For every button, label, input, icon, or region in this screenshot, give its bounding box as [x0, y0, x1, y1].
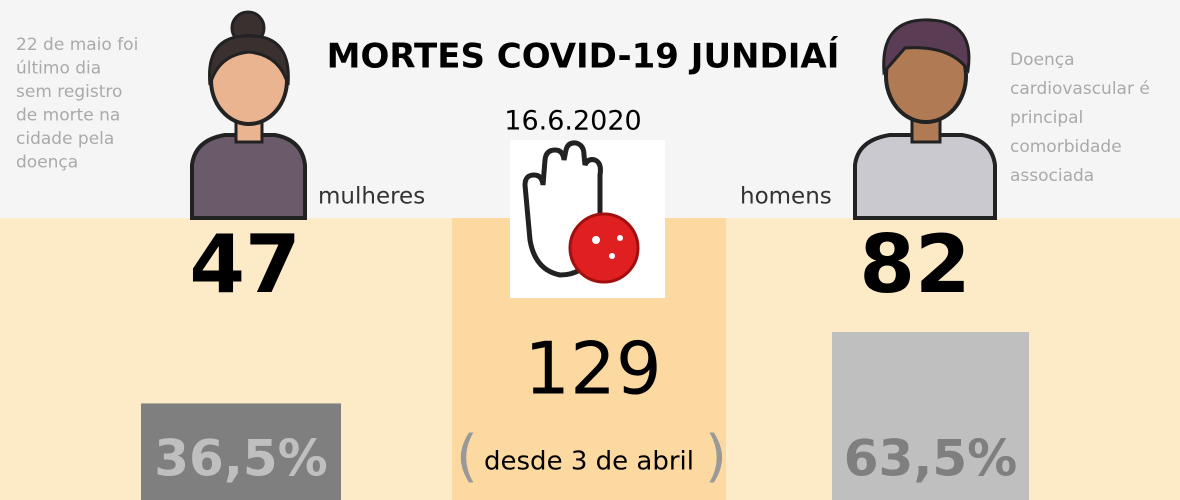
note-left-line: cidade pela: [16, 129, 114, 149]
woman-icon: [190, 10, 307, 220]
man-icon: [853, 18, 997, 220]
paren: ): [705, 424, 727, 489]
note-right-line: cardiovascular é: [1010, 79, 1150, 99]
share-label: 36,5%: [154, 430, 327, 488]
note-right-line: comorbidade: [1010, 137, 1122, 157]
women-count: 47: [189, 218, 300, 311]
total: 129: [524, 327, 661, 411]
since: desde 3 de abril: [484, 447, 694, 477]
note-right-line: principal: [1010, 108, 1083, 128]
hand-icon: [510, 140, 665, 298]
title: MORTES COVID-19 JUNDIAÍ: [327, 36, 840, 77]
note-right-line: Doença: [1010, 50, 1075, 70]
share-bar: [832, 331, 1029, 500]
share-bar: [141, 403, 341, 500]
note-right-line: associada: [1010, 166, 1094, 186]
share-label: 63,5%: [844, 430, 1017, 488]
men-label: homens: [740, 184, 832, 210]
note-left-line: doença: [16, 153, 78, 173]
men-count: 82: [859, 218, 970, 311]
paren: (: [456, 424, 478, 489]
note-left-line: sem registro: [16, 82, 122, 102]
note-left-line: último dia: [16, 59, 101, 79]
date: 16.6.2020: [504, 106, 641, 137]
women-label: mulheres: [318, 184, 425, 210]
note-left-line: de morte na: [16, 106, 120, 126]
note-left-line: 22 de maio foi: [16, 35, 138, 55]
